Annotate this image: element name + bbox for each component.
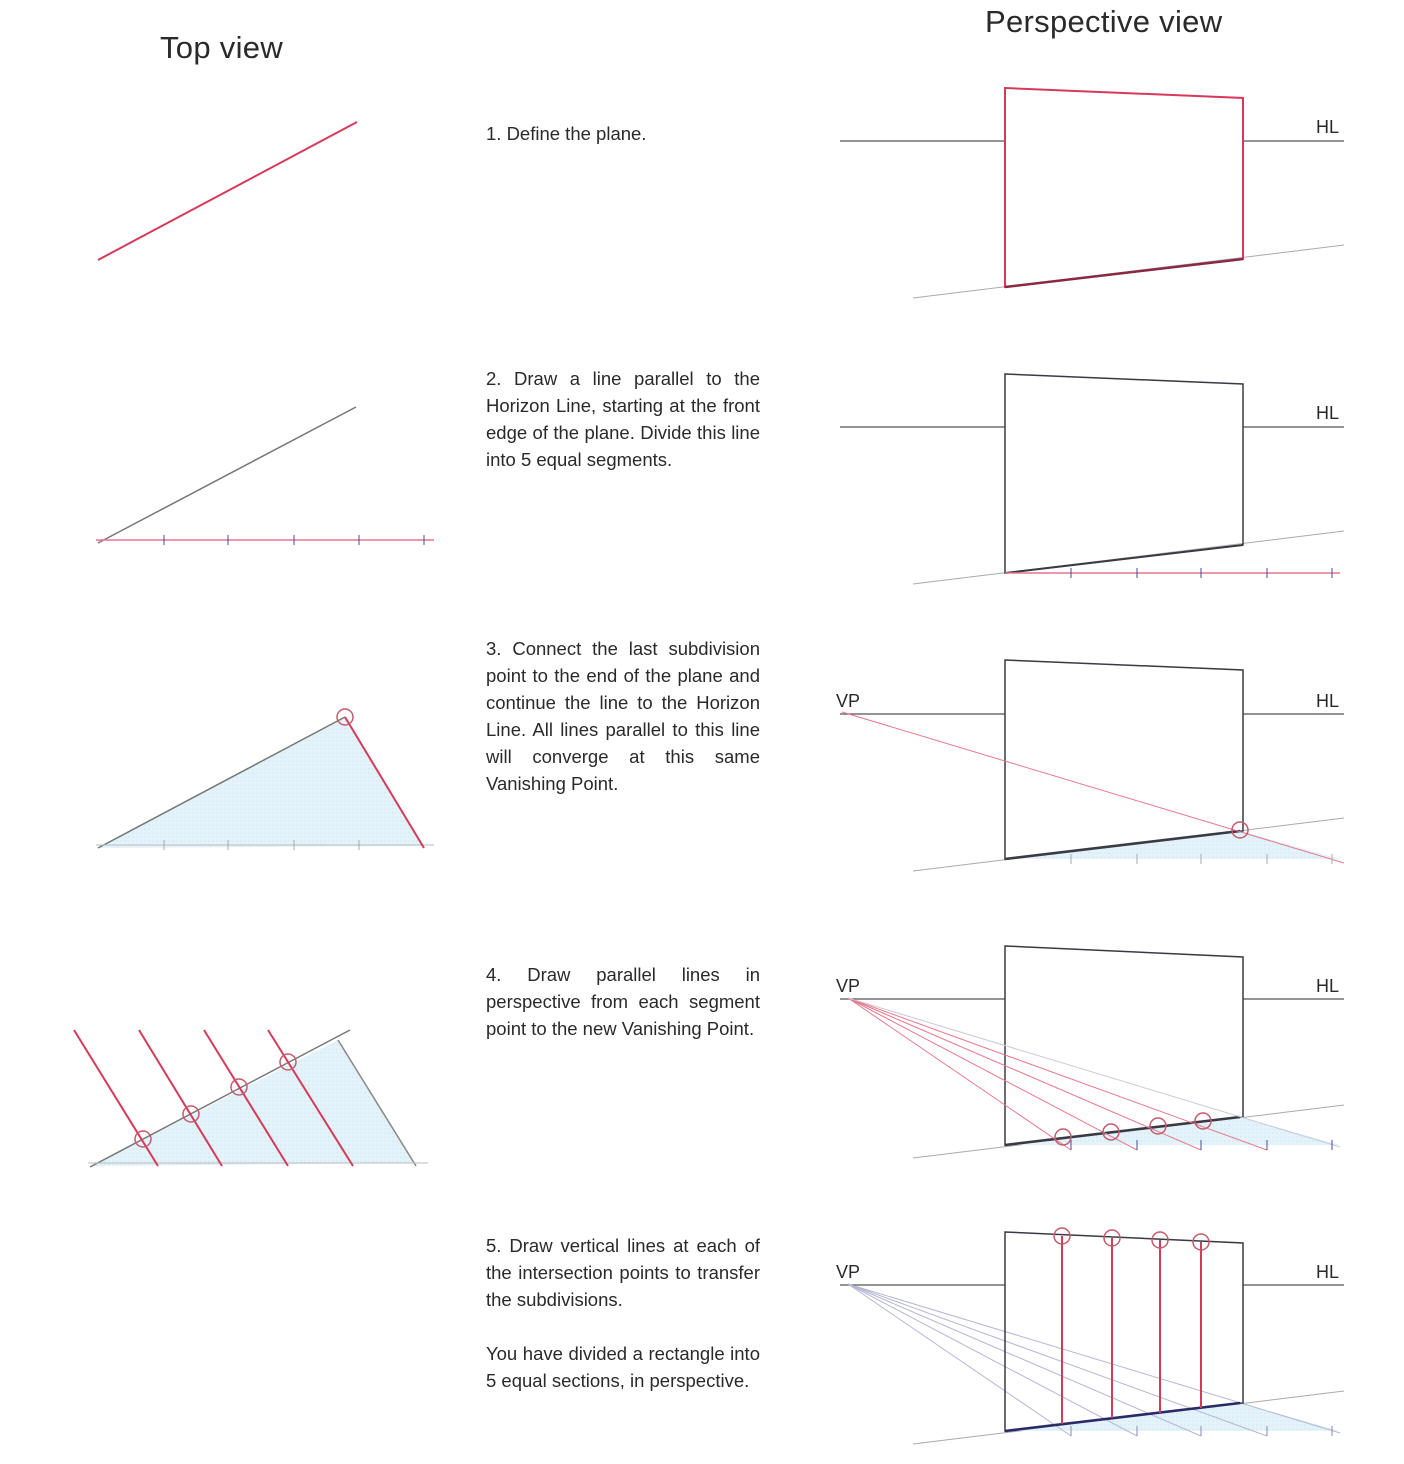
top-intersection-markers	[1053, 1227, 1210, 1251]
division-ticks	[163, 840, 360, 850]
vp-label: VP	[836, 691, 860, 711]
step-2-text: 2. Draw a line parallel to the Horizon L…	[486, 365, 760, 473]
parallel-line-2	[138, 1029, 223, 1167]
top-plane-line	[89, 1029, 351, 1168]
top-plane-line	[97, 716, 346, 849]
parallel-line-3	[203, 1029, 289, 1167]
step-5-paragraph: 5. Draw vertical lines at each of the in…	[486, 1235, 760, 1310]
hl-label: HL	[1316, 1262, 1339, 1282]
step-1-text: 1. Define the plane.	[486, 120, 760, 147]
perspective-plane	[1004, 945, 1244, 1146]
step-1-top-view	[97, 121, 358, 261]
division-ticks	[1070, 854, 1333, 864]
vanishing-lines	[847, 997, 1268, 1151]
step-5-text: 5. Draw vertical lines at each of the in…	[486, 1232, 760, 1394]
triangle-fill	[1005, 1403, 1340, 1431]
vanishing-lines	[847, 1283, 1341, 1437]
step-3-perspective-view: VP HL	[836, 659, 1345, 872]
step-5-conclusion: You have divided a rectangle into 5 equa…	[486, 1343, 760, 1391]
step-2-perspective-view: HL	[840, 373, 1345, 585]
step-3-top-view	[96, 708, 434, 850]
connecting-line	[344, 716, 425, 849]
parallel-line-1	[73, 1029, 159, 1167]
step-4-paragraph: 4. Draw parallel lines in perspective fr…	[486, 964, 760, 1039]
plane-bottom-edge	[1004, 1115, 1241, 1147]
hl-label: HL	[1316, 976, 1339, 996]
vertical-division-lines	[1061, 1236, 1202, 1424]
top-plane-line	[97, 406, 357, 544]
division-ticks	[163, 535, 425, 545]
step-2-paragraph: 2. Draw a line parallel to the Horizon L…	[486, 368, 760, 470]
vanishing-line	[841, 711, 1345, 864]
step-1-perspective-view: HL	[840, 86, 1345, 299]
intersection-markers	[1054, 1112, 1212, 1146]
plane-bottom-edge	[1004, 829, 1241, 861]
hl-label: HL	[1316, 403, 1339, 423]
vanishing-line-last	[847, 997, 1341, 1148]
division-ticks	[1070, 568, 1333, 578]
step-3-paragraph: 3. Connect the last subdivision point to…	[486, 638, 760, 794]
perspective-view-header: Perspective view	[985, 4, 1223, 39]
step-4-text: 4. Draw parallel lines in perspective fr…	[486, 961, 760, 1042]
step-4-top-view	[73, 1029, 428, 1168]
intersection-marker	[1231, 821, 1249, 839]
hl-label: HL	[1316, 691, 1339, 711]
plane-end-marker	[336, 708, 354, 726]
top-plane-line	[97, 121, 358, 261]
step-5-perspective-view: VP HL	[836, 1227, 1345, 1445]
perspective-plane	[1004, 1231, 1244, 1432]
hl-label: HL	[1316, 117, 1339, 137]
perspective-plane	[1004, 373, 1244, 574]
plane-bottom-edge	[1004, 257, 1244, 289]
parallel-red-lines	[73, 1029, 354, 1167]
parallel-line-4	[267, 1029, 354, 1167]
step-2-top-view	[96, 406, 434, 545]
triangle-fill	[98, 717, 424, 848]
triangle-fill	[1005, 831, 1340, 859]
top-view-header: Top view	[160, 30, 284, 65]
triangle-fill	[1005, 1117, 1340, 1145]
vp-label: VP	[836, 976, 860, 996]
step-1-paragraph: 1. Define the plane.	[486, 123, 647, 144]
intersection-markers	[134, 1053, 297, 1148]
connecting-line	[337, 1039, 417, 1167]
vp-label: VP	[836, 1262, 860, 1282]
plane-bottom-edge	[1004, 544, 1244, 574]
step-3-text: 3. Connect the last subdivision point to…	[486, 635, 760, 797]
division-ticks	[1070, 1426, 1333, 1436]
perspective-plane	[1004, 659, 1244, 860]
perspective-plane	[1004, 86, 1244, 289]
division-ticks	[1070, 1140, 1333, 1150]
step-4-perspective-view: VP HL	[836, 945, 1345, 1159]
